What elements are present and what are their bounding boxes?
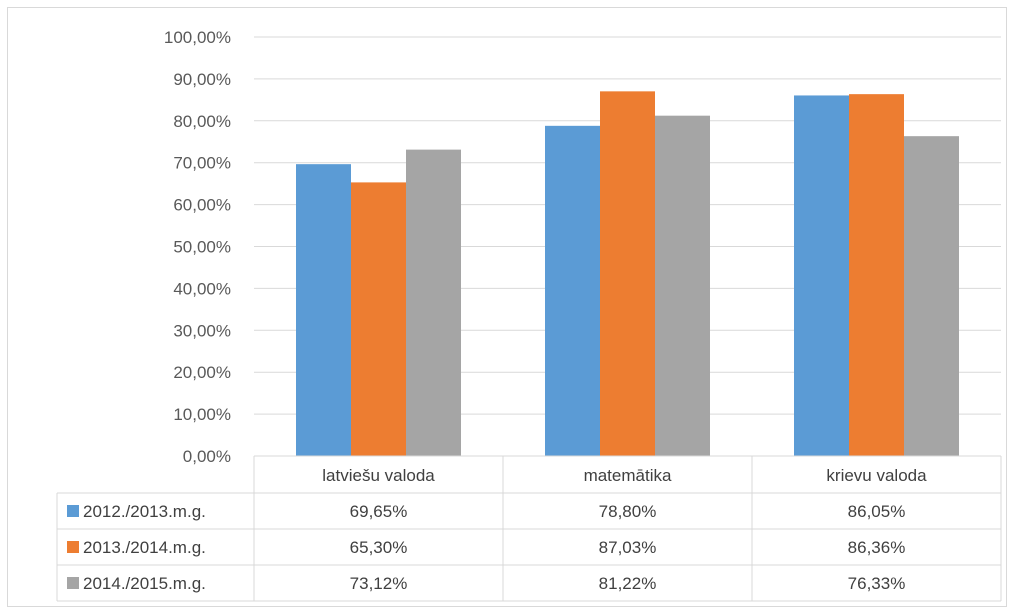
data-label: 87,03% [599,538,657,557]
y-tick-label: 50,00% [173,238,231,257]
bar [904,136,959,456]
bars [296,91,959,456]
y-tick-label: 10,00% [173,405,231,424]
data-label: 65,30% [350,538,408,557]
bar [600,91,655,456]
y-tick-label: 90,00% [173,70,231,89]
y-tick-label: 100,00% [164,28,231,47]
y-tick-label: 0,00% [183,447,231,466]
data-label: 69,65% [350,502,408,521]
data-label: 81,22% [599,574,657,593]
bar [794,95,849,456]
bar [406,149,461,456]
bar [655,115,710,456]
y-tick-label: 60,00% [173,196,231,215]
y-tick-label: 20,00% [173,363,231,382]
data-table: latviešu valoda matemātika krievu valoda 20… [56,455,1002,602]
y-tick-label: 30,00% [173,321,231,340]
series-name: 2013./2014.m.g. [83,538,206,557]
y-axis-tick-labels: 0,00% 10,00% 20,00% 30,00% 40,00% 50,00% 60,00… [164,28,231,466]
bar [545,125,600,456]
data-label: 73,12% [350,574,408,593]
series-name: 2014./2015.m.g. [83,574,206,593]
data-label: 86,36% [848,538,906,557]
category-label: latviešu valoda [322,466,435,485]
category-label: krievu valoda [826,466,927,485]
series-name: 2012./2013.m.g. [83,502,206,521]
y-tick-label: 40,00% [173,279,231,298]
legend-key [67,577,79,589]
bar [351,182,406,456]
data-label: 86,05% [848,502,906,521]
y-tick-label: 80,00% [173,112,231,131]
y-tick-label: 70,00% [173,154,231,173]
data-label: 78,80% [599,502,657,521]
legend-key [67,541,79,553]
legend-key [67,505,79,517]
data-label: 76,33% [848,574,906,593]
category-label: matemātika [584,466,672,485]
bar [296,164,351,456]
bar [849,94,904,456]
